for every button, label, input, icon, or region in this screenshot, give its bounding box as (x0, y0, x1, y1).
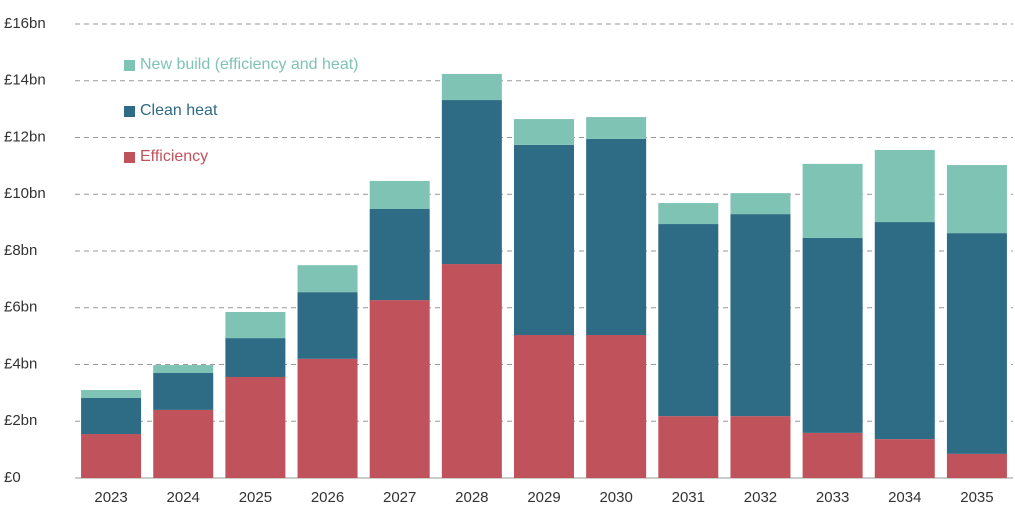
bar-segment (658, 203, 719, 225)
bar-segment (514, 119, 574, 145)
bar-segment (81, 434, 142, 478)
x-tick-label: 2031 (672, 489, 705, 506)
legend-label: New build (efficiency and heat) (140, 56, 359, 73)
legend-swatch (124, 60, 135, 71)
bar-segment (225, 376, 286, 478)
bar-segment (297, 292, 358, 359)
bar-segment (369, 180, 430, 210)
bar-segment (802, 432, 863, 478)
legend-swatch (124, 152, 135, 163)
bar-segment (297, 265, 358, 293)
bar-segment (81, 397, 142, 435)
bar-segment (225, 312, 286, 339)
legend-swatch (124, 106, 135, 117)
bar-segment (658, 416, 719, 478)
bar-segment (297, 358, 358, 478)
x-tick-label: 2025 (239, 489, 272, 506)
bar-segment (874, 149, 935, 223)
bar-segment (874, 439, 935, 478)
x-tick-label: 2032 (744, 489, 777, 506)
bar-segment (946, 233, 1007, 454)
bar-segment (369, 300, 430, 478)
bar-segment (586, 334, 647, 478)
bar-segment (441, 100, 502, 265)
x-tick-label: 2033 (816, 489, 849, 506)
x-tick-label: 2028 (455, 489, 488, 506)
bar-segment (802, 237, 863, 433)
bar-segment (586, 138, 647, 335)
legend-label: Clean heat (140, 102, 218, 119)
legend-label: Efficiency (140, 148, 208, 165)
bar-segment (514, 334, 574, 478)
bar-segment (586, 117, 647, 139)
bar-segment (153, 409, 214, 478)
x-tick-label: 2034 (888, 489, 921, 506)
bar-segment (441, 264, 502, 478)
bar-segment (730, 416, 791, 478)
x-tick-label: 2024 (167, 489, 200, 506)
y-tick-label: £2bn (4, 412, 37, 429)
y-tick-label: £12bn (4, 128, 46, 145)
bar-segment (514, 144, 574, 335)
bar-segment (225, 338, 286, 377)
bar-segment (81, 390, 142, 398)
x-tick-label: 2023 (94, 489, 127, 506)
y-tick-label: £14bn (4, 72, 46, 89)
y-tick-label: £0 (4, 469, 21, 486)
bar-segment (946, 453, 1007, 478)
bar-segment (369, 209, 430, 301)
bar-segment (441, 73, 502, 101)
y-tick-label: £6bn (4, 299, 37, 316)
x-tick-label: 2029 (527, 489, 560, 506)
y-tick-label: £10bn (4, 185, 46, 202)
bar-segment (153, 365, 214, 374)
bar-segment (874, 222, 935, 440)
x-tick-label: 2035 (960, 489, 993, 506)
bar-segment (153, 373, 214, 410)
bar-segment (730, 193, 791, 215)
bar-segment (658, 224, 719, 417)
y-tick-label: £8bn (4, 242, 37, 259)
x-tick-label: 2026 (311, 489, 344, 506)
y-tick-label: £16bn (4, 15, 46, 32)
bar-segment (946, 165, 1007, 234)
bar-segment (802, 163, 863, 238)
y-tick-label: £4bn (4, 355, 37, 372)
x-tick-label: 2027 (383, 489, 416, 506)
bar-segment (730, 214, 791, 417)
x-tick-label: 2030 (599, 489, 632, 506)
